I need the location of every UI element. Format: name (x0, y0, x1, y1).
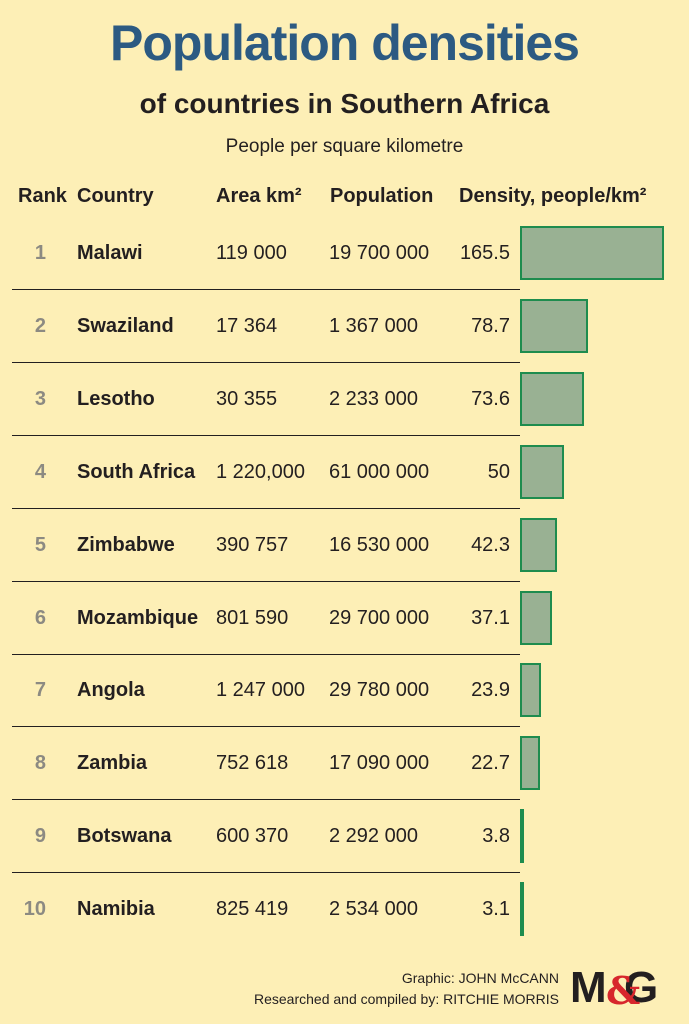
country-cell: Namibia (77, 898, 155, 921)
rank-cell: 7 (34, 679, 46, 702)
population-cell: 1 367 000 (329, 314, 418, 337)
country-cell: Angola (77, 679, 145, 702)
area-cell: 801 590 (216, 606, 289, 629)
density-label: 165.5 (459, 242, 510, 264)
row-separator (12, 434, 520, 436)
density-label: 3.8 (482, 825, 510, 848)
density-label: 42.3 (471, 533, 510, 556)
density-label: 73.6 (471, 387, 510, 410)
country-cell: Mozambique (77, 606, 199, 629)
country-cell: South Africa (77, 460, 196, 483)
population-cell: 61 000 000 (329, 460, 430, 483)
header-rank: Rank (18, 185, 67, 207)
area-cell: 1 247 000 (216, 679, 305, 702)
density-bar (520, 809, 524, 864)
country-cell: Lesotho (77, 387, 155, 410)
density-label: 37.1 (471, 606, 510, 629)
row-separator (12, 580, 520, 582)
area-cell: 119 000 (216, 242, 287, 264)
density-bar (520, 736, 540, 791)
country-cell: Malawi (77, 242, 143, 264)
area-cell: 17 364 (216, 314, 278, 337)
density-bar (520, 298, 589, 353)
rank-cell: 3 (34, 387, 46, 410)
area-cell: 825 419 (216, 898, 289, 921)
rank-cell: 5 (34, 533, 46, 556)
rank-cell: 10 (23, 898, 46, 921)
population-cell: 29 700 000 (329, 606, 430, 629)
header-area: Area km² (216, 185, 302, 207)
country-cell: Zimbabwe (77, 533, 175, 556)
credits: Graphic: JOHN McCANN Researched and comp… (254, 968, 559, 1010)
credit-research: Researched and compiled by: RITCHIE MORR… (254, 991, 559, 1007)
country-cell: Botswana (77, 825, 172, 848)
population-cell: 29 780 000 (329, 679, 430, 702)
density-bar (520, 371, 585, 426)
density-label: 50 (487, 460, 510, 483)
density-label: 23.9 (471, 679, 510, 702)
header-density: Density, people/km² (459, 185, 647, 207)
rank-cell: 2 (34, 314, 46, 337)
population-cell: 2 292 000 (329, 825, 418, 848)
population-cell: 19 700 000 (329, 242, 430, 264)
header-country: Country (77, 185, 154, 207)
svg-text:G: G (624, 963, 658, 1008)
population-cell: 17 090 000 (329, 752, 430, 775)
area-cell: 600 370 (216, 825, 289, 848)
population-cell: 2 233 000 (329, 387, 418, 410)
header-population: Population (330, 185, 434, 207)
svg-text:&: & (606, 968, 640, 1008)
svg-text:M: M (570, 963, 605, 1008)
mg-logo: M G & (570, 963, 658, 1008)
density-label: 22.7 (471, 752, 510, 775)
rank-cell: 8 (34, 752, 46, 775)
country-cell: Zambia (77, 752, 148, 775)
row-separator (12, 799, 520, 801)
chart-title: Population densities (110, 15, 580, 71)
area-cell: 1 220,000 (216, 460, 305, 483)
density-bar (520, 590, 553, 645)
credit-graphic: Graphic: JOHN McCANN (401, 970, 559, 986)
population-cell: 2 534 000 (329, 898, 418, 921)
density-bar (520, 444, 564, 499)
row-separator (12, 726, 520, 728)
density-bar (520, 226, 664, 280)
row-separator (12, 872, 520, 874)
density-bar (520, 663, 541, 718)
rank-cell: 1 (34, 242, 46, 264)
density-label: 3.1 (482, 898, 510, 921)
row-separator (12, 653, 520, 655)
rank-cell: 4 (34, 460, 46, 483)
row-separator (12, 507, 520, 509)
country-cell: Swaziland (77, 314, 174, 337)
area-cell: 30 355 (216, 387, 278, 410)
density-label: 78.7 (471, 314, 510, 337)
rank-cell: 6 (34, 606, 46, 629)
rank-cell: 9 (34, 825, 46, 848)
unit-note: People per square kilometre (225, 136, 464, 157)
density-bar (520, 517, 557, 572)
area-cell: 390 757 (216, 533, 289, 556)
row-separator (12, 361, 520, 363)
row-separator (12, 289, 520, 290)
population-cell: 16 530 000 (329, 533, 430, 556)
chart-subtitle: of countries in Southern Africa (139, 88, 550, 119)
density-bar (520, 882, 524, 937)
area-cell: 752 618 (216, 752, 289, 775)
